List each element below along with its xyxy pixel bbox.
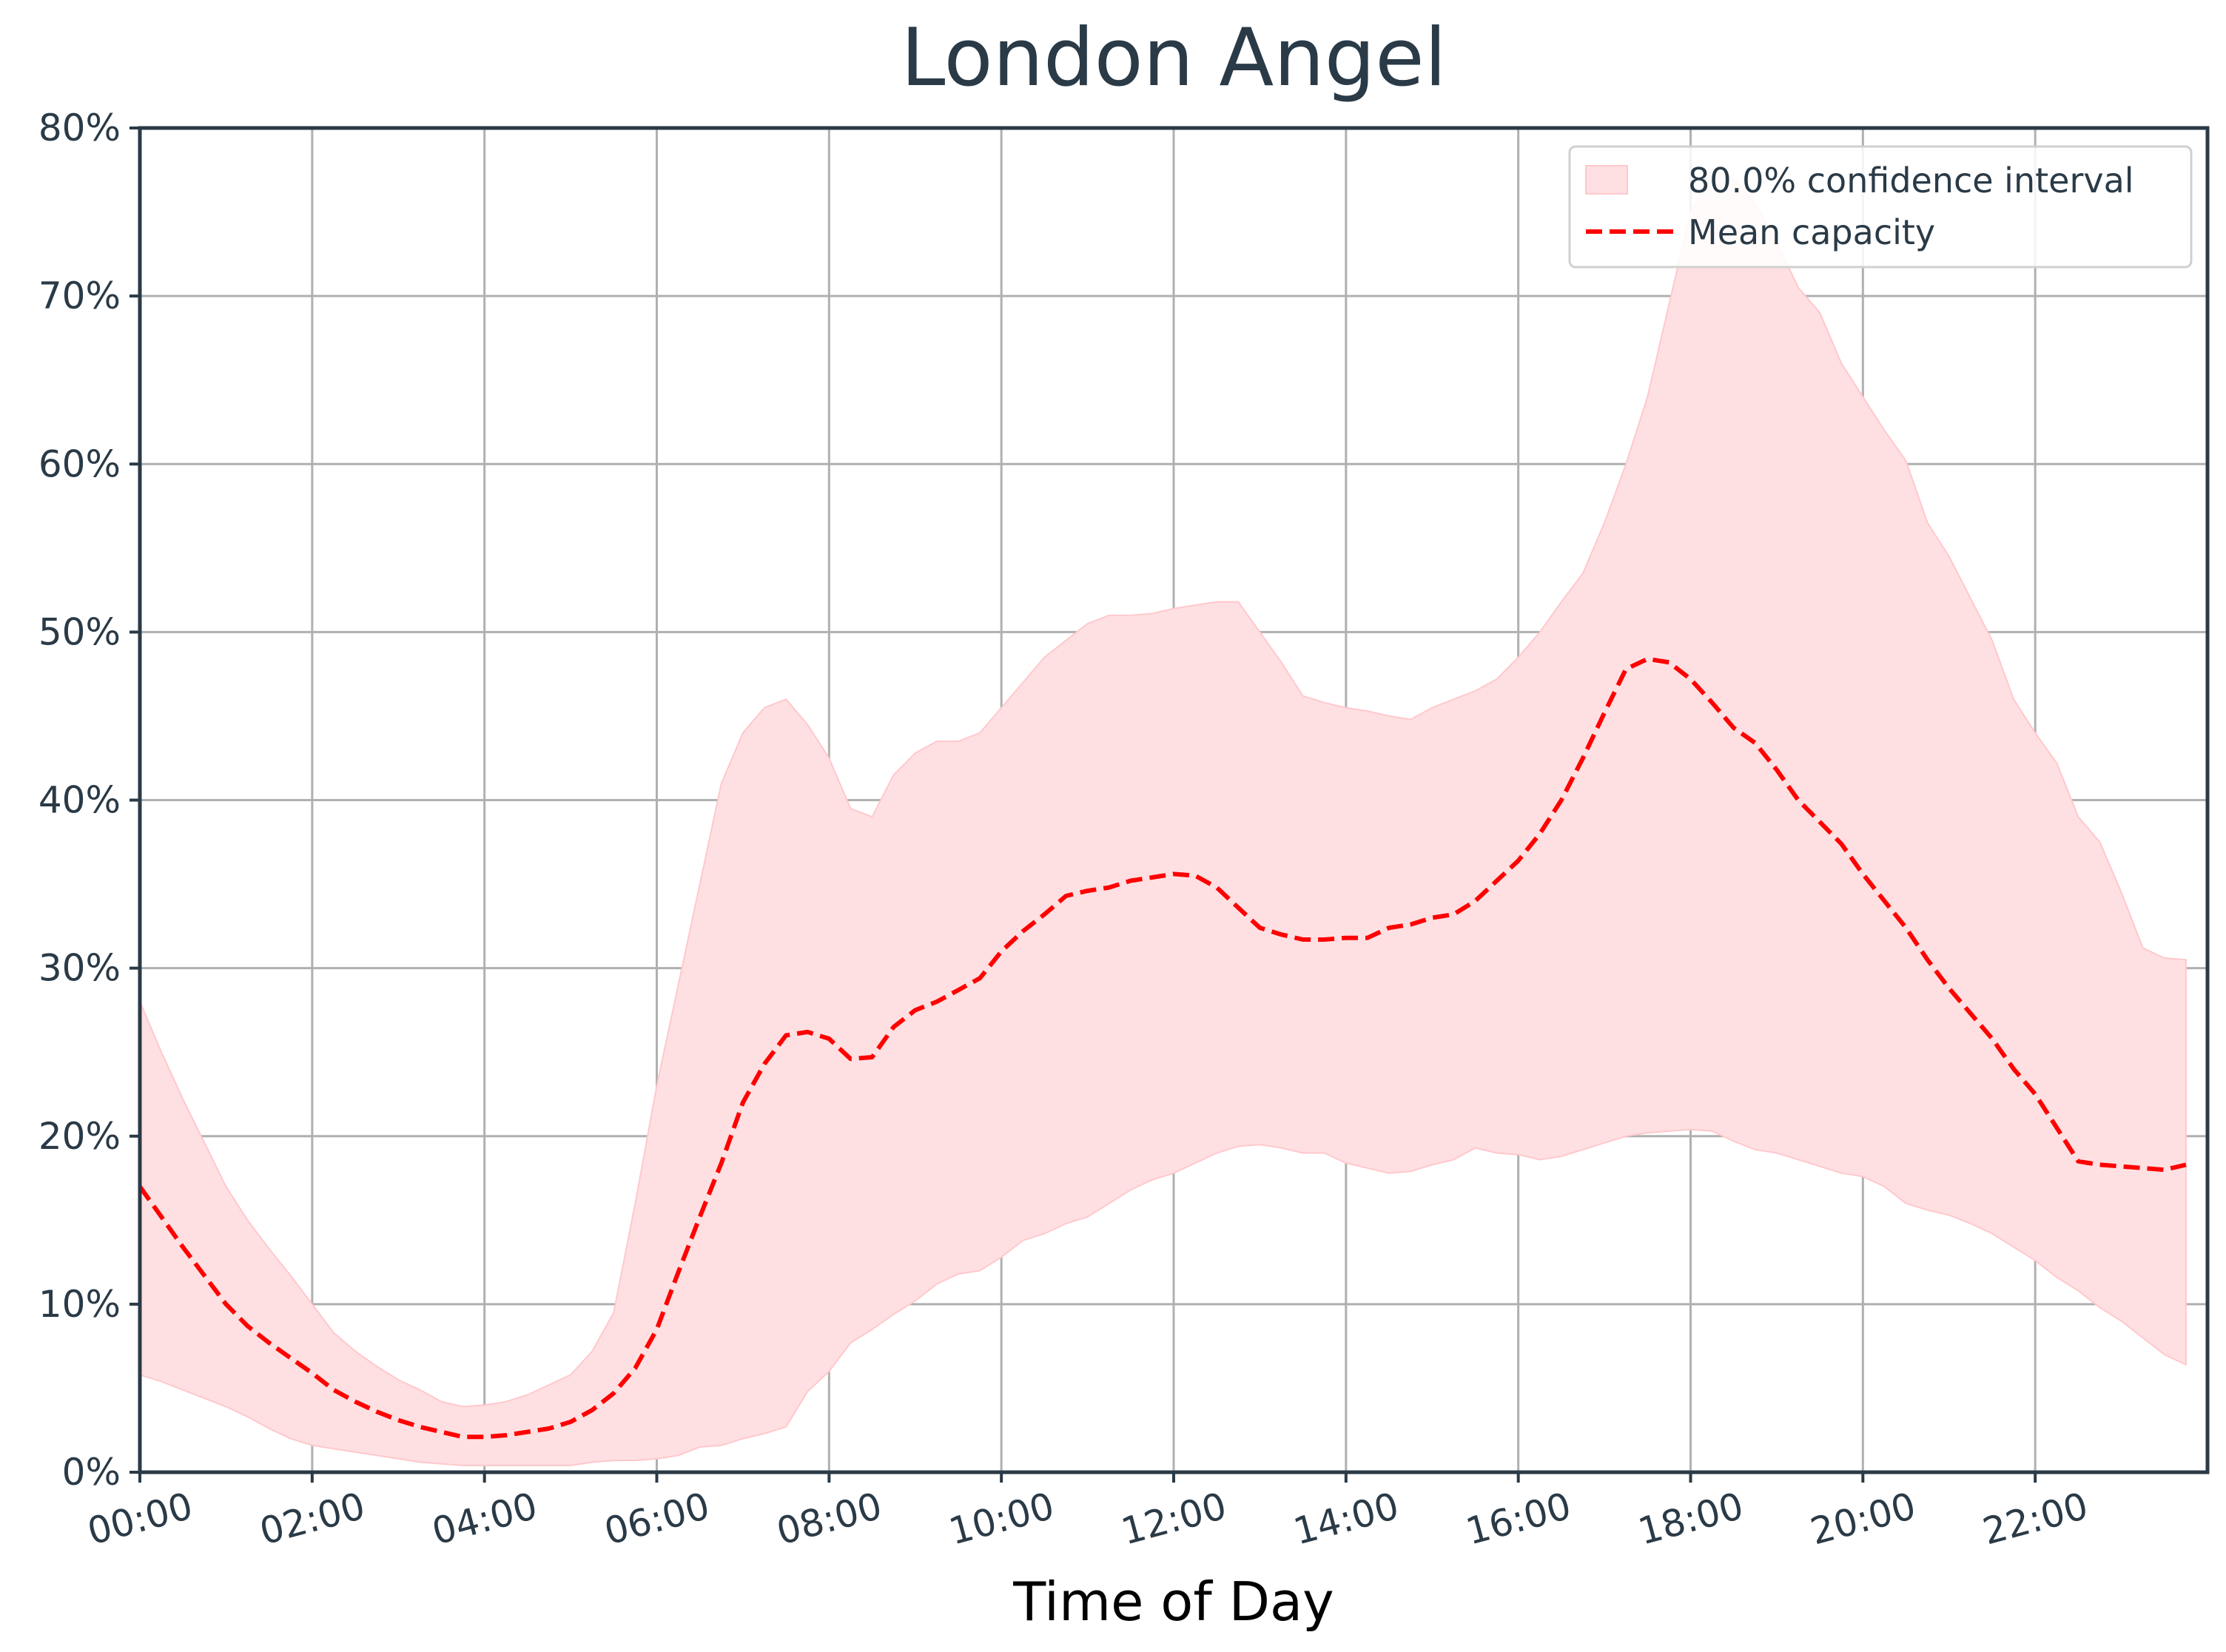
y-tick-label: 10% — [38, 1283, 121, 1326]
legend-box — [1568, 145, 2193, 269]
legend: 80.0% confidence interval Mean capacity — [1568, 145, 2193, 269]
y-tick-label: 50% — [38, 610, 121, 653]
y-axis-ticks: 0% 10% 20% 30% 40% 50% 60% 70% 80% — [38, 107, 140, 1494]
chart-title: London Angel — [901, 12, 1447, 104]
legend-label-mean: Mean capacity — [1688, 212, 1935, 252]
y-tick-label: 30% — [38, 947, 121, 990]
legend-band-swatch — [1585, 165, 1628, 195]
y-tick-label: 70% — [38, 274, 121, 317]
y-tick-label: 20% — [38, 1115, 121, 1158]
confidence-band-layer — [139, 169, 2187, 1466]
y-tick-label: 80% — [38, 107, 121, 149]
x-axis-label: Time of Day — [1012, 1571, 1334, 1633]
y-tick-label: 0% — [62, 1451, 121, 1494]
mean-line-layer — [138, 656, 2187, 1440]
confidence-band — [139, 169, 2187, 1466]
legend-label-band: 80.0% confidence interval — [1688, 161, 2134, 200]
mean-capacity-line — [138, 656, 2187, 1440]
y-tick-label: 60% — [38, 442, 121, 485]
y-tick-label: 40% — [38, 779, 121, 822]
